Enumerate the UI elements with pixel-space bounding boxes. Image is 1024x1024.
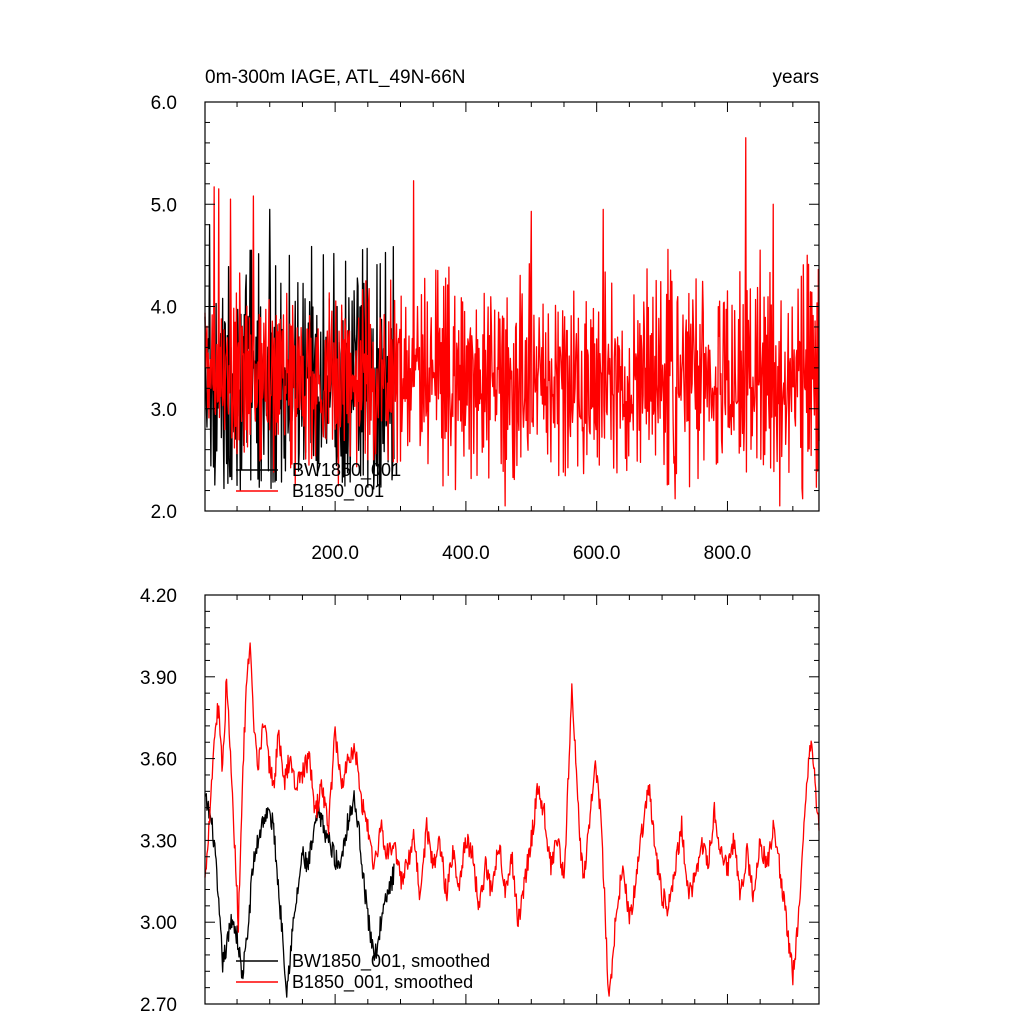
top-legend: BW1850_001 B1850_001 bbox=[236, 460, 401, 502]
top-chart-title: 0m-300m IAGE, ATL_49N-66N bbox=[205, 67, 465, 88]
top-chart-units: years bbox=[773, 67, 819, 88]
y-tick-label-1-5: 4.20 bbox=[140, 586, 177, 607]
x-tick-label-0-0: 200.0 bbox=[311, 543, 359, 564]
top-chart-panel: 0m-300m IAGE, ATL_49N-66N years 2.0 3.0 4.… bbox=[151, 67, 820, 564]
y-tick-label-1-3: 3.60 bbox=[140, 750, 177, 771]
bottom-chart-panel: 2.70 3.00 3.30 3.60 3.90 4.20 BW1850_001, smo… bbox=[140, 586, 820, 1016]
bottom-legend: BW1850_001, smoothed B1850_001, smoothed bbox=[236, 951, 490, 993]
bottom-series-layer bbox=[204, 642, 820, 998]
y-tick-label-0-3: 5.0 bbox=[151, 195, 177, 216]
y-tick-label-1-2: 3.30 bbox=[140, 831, 177, 852]
legend-label-b1850-smoothed: B1850_001, smoothed bbox=[292, 972, 473, 993]
top-tick-layer: 2.0 3.0 4.0 5.0 6.0 200.0 400.0 600.0 800.0 bbox=[151, 93, 819, 564]
bottom-tick-layer: 2.70 3.00 3.30 3.60 3.90 4.20 bbox=[140, 586, 819, 1016]
y-tick-label-0-4: 6.0 bbox=[151, 93, 177, 114]
legend-label-b1850: B1850_001 bbox=[292, 481, 384, 502]
x-tick-label-0-3: 800.0 bbox=[704, 543, 752, 564]
bottom-plot-frame bbox=[204, 594, 820, 1005]
y-tick-label-1-0: 2.70 bbox=[140, 995, 177, 1016]
y-tick-label-1-1: 3.00 bbox=[140, 913, 177, 934]
y-tick-label-0-2: 4.0 bbox=[151, 298, 177, 319]
y-tick-label-0-0: 2.0 bbox=[151, 502, 177, 523]
series-line-1-1 bbox=[204, 642, 820, 997]
series-line-0-1 bbox=[204, 137, 820, 507]
legend-label-bw1850: BW1850_001 bbox=[292, 460, 401, 481]
x-tick-label-0-2: 600.0 bbox=[573, 543, 621, 564]
x-tick-label-0-1: 400.0 bbox=[442, 543, 490, 564]
top-series-layer bbox=[204, 137, 820, 507]
y-tick-label-1-4: 3.90 bbox=[140, 668, 177, 689]
top-plot-frame bbox=[204, 101, 820, 512]
series-line-1-0 bbox=[204, 790, 395, 998]
legend-label-bw1850-smoothed: BW1850_001, smoothed bbox=[292, 951, 490, 972]
y-tick-label-0-1: 3.0 bbox=[151, 400, 177, 421]
